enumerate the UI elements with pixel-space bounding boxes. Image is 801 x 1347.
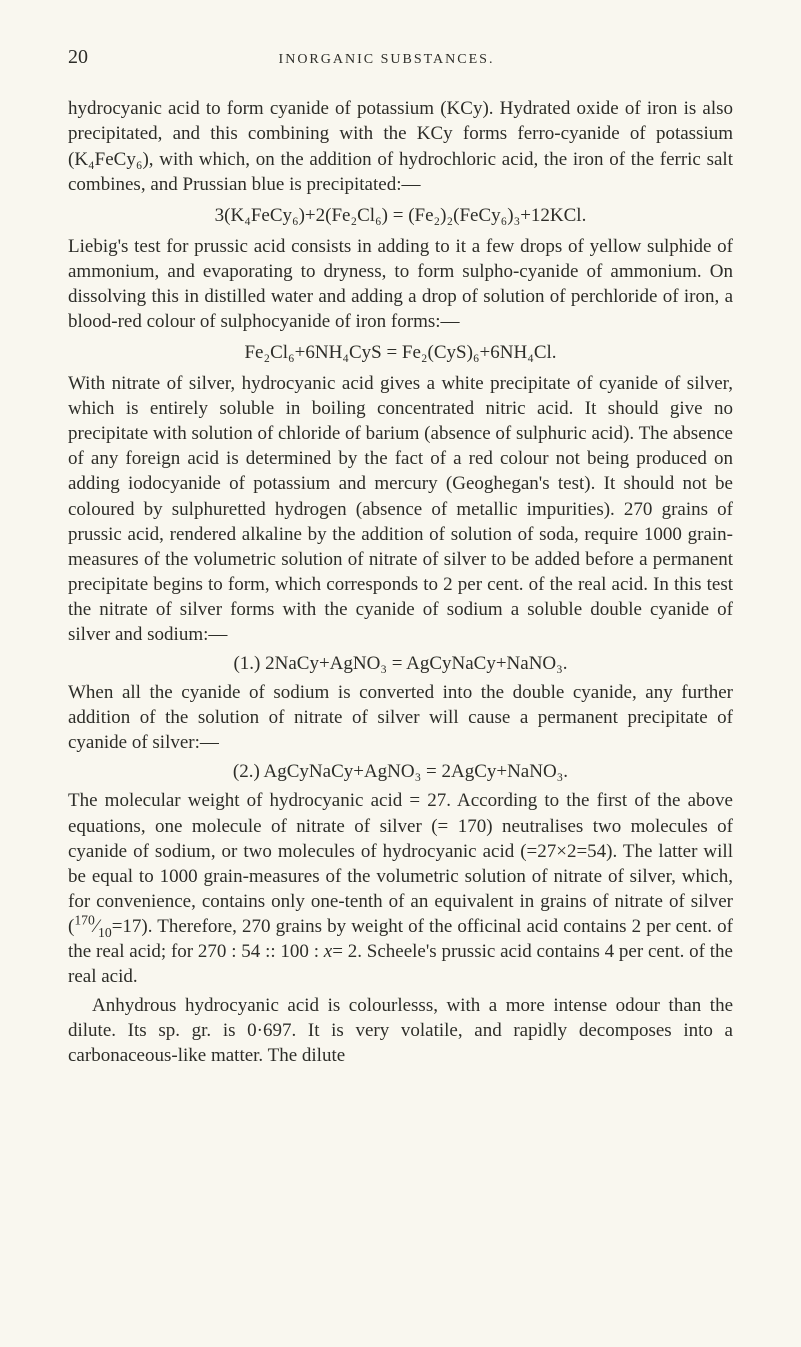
paragraph-3: With nitrate of silver, hydrocyanic acid… — [68, 371, 733, 647]
formula-4: (2.) AgCyNaCy+AgNO₃ = 2AgCy+NaNO₃. — [68, 759, 733, 784]
paragraph-2: Liebig's test for prussic acid consists … — [68, 234, 733, 334]
page-number: 20 — [68, 44, 88, 70]
formula-1: 3(K₄FeCy₆)+2(Fe₂Cl₆) = (Fe₂)₂(FeCy₆)₃+12… — [68, 203, 733, 228]
formula-3: (1.) 2NaCy+AgNO₃ = AgCyNaCy+NaNO₃. — [68, 651, 733, 676]
frac-den: 10 — [98, 925, 112, 940]
paragraph-1: hydrocyanic acid to form cyanide of pota… — [68, 96, 733, 196]
formula-2: Fe₂Cl₆+6NH₄CyS = Fe₂(CyS)₆+6NH₄Cl. — [68, 340, 733, 365]
running-title: INORGANIC SUBSTANCES. — [279, 51, 495, 69]
page-header: 20 INORGANIC SUBSTANCES. — [68, 44, 733, 70]
paragraph-5: The molecular weight of hydrocyanic acid… — [68, 788, 733, 989]
paragraph-4: When all the cyanide of sodium is conver… — [68, 680, 733, 755]
variable-x: x — [324, 941, 332, 962]
fraction: 170⁄10 — [74, 916, 111, 937]
paragraph-6: Anhydrous hydrocyanic acid is colourless… — [68, 993, 733, 1068]
frac-num: 170 — [74, 912, 95, 927]
